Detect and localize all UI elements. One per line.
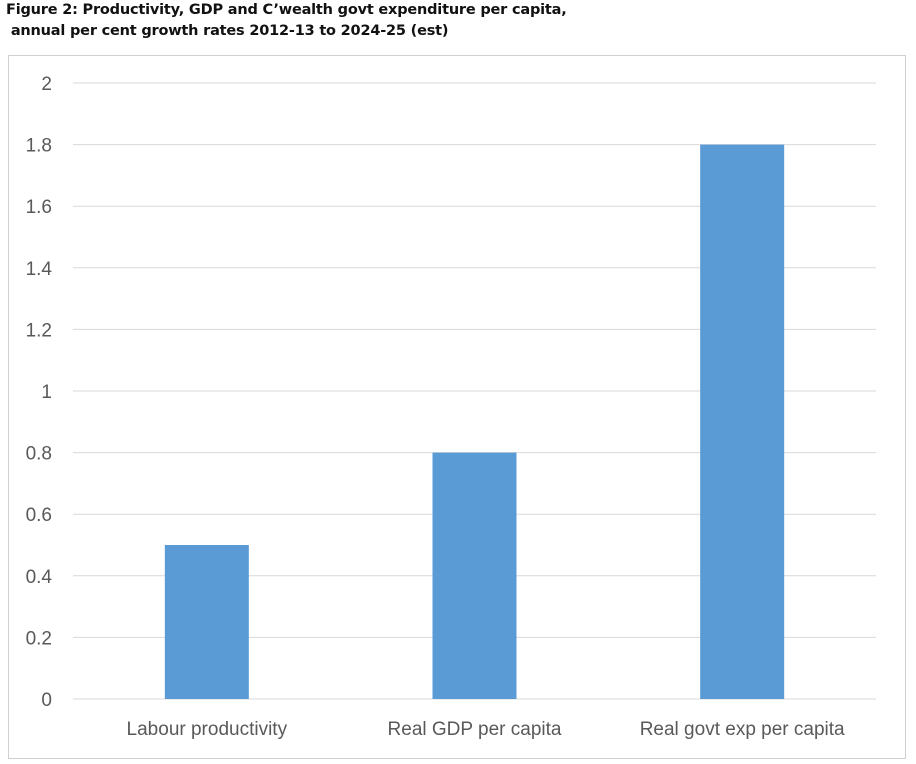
y-tick-label: 1.4 <box>26 259 53 280</box>
figure-caption: Figure 2: Productivity, GDP and C’wealth… <box>6 0 906 42</box>
x-category-label: Real GDP per capita <box>388 719 562 740</box>
y-axis-ticks: 0 0.2 0.4 0.6 0.8 1 1.2 1.4 1.6 1.8 2 <box>26 74 53 711</box>
x-axis-categories: Labour productivity Real GDP per capita Re… <box>127 719 845 740</box>
bar-labour-productivity <box>164 545 249 699</box>
bar-real-gdp-per-capita <box>432 452 517 699</box>
y-tick-label: 0 <box>41 690 52 711</box>
y-tick-label: 0.4 <box>26 567 53 588</box>
y-tick-label: 1 <box>41 382 52 403</box>
y-tick-label: 0.6 <box>26 505 52 526</box>
y-tick-label: 0.8 <box>26 444 52 465</box>
y-tick-label: 1.6 <box>26 197 52 218</box>
x-category-label: Real govt exp per capita <box>640 719 845 740</box>
y-tick-label: 0.2 <box>26 628 52 649</box>
caption-line-1: Figure 2: Productivity, GDP and C’wealth… <box>6 2 567 18</box>
y-tick-label: 2 <box>41 74 52 95</box>
bar-real-govt-exp-per-capita <box>700 144 785 700</box>
y-tick-label: 1.2 <box>26 320 52 341</box>
y-tick-label: 1.8 <box>26 136 52 157</box>
caption-line-2: annual per cent growth rates 2012-13 to … <box>6 23 449 39</box>
x-category-label: Labour productivity <box>127 719 288 740</box>
bars <box>164 144 785 700</box>
